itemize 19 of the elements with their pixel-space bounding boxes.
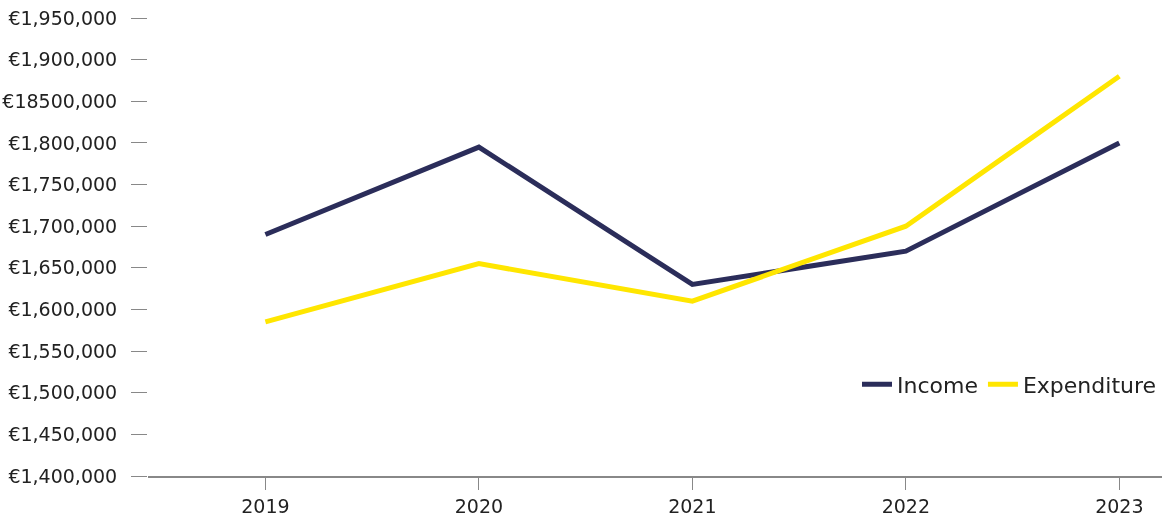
y-tick-label: €1,950,000 bbox=[8, 6, 118, 29]
legend-label: Income bbox=[897, 372, 978, 398]
legend-label: Expenditure bbox=[1022, 372, 1157, 398]
y-tick-label: €1,900,000 bbox=[8, 48, 118, 71]
x-tick-label: 2019 bbox=[241, 494, 290, 517]
y-tick-label: €1,800,000 bbox=[8, 131, 118, 154]
x-tick-label: 2023 bbox=[1095, 494, 1144, 517]
y-tick-label: €18500,000 bbox=[2, 89, 118, 112]
x-tick-label: 2022 bbox=[881, 494, 931, 517]
y-tick-label: €1,550,000 bbox=[8, 339, 118, 362]
x-tick-label: 2020 bbox=[454, 494, 504, 517]
y-tick-label: €1,700,000 bbox=[8, 214, 118, 237]
x-tick-label: 2021 bbox=[668, 494, 717, 517]
y-tick-label: €1,400,000 bbox=[8, 464, 118, 487]
y-tick-label: €1,750,000 bbox=[8, 173, 118, 196]
y-tick-label: €1,650,000 bbox=[8, 256, 118, 279]
y-tick-label: €1,600,000 bbox=[8, 298, 118, 321]
y-tick-label: €1,450,000 bbox=[8, 423, 118, 446]
y-tick-label: €1,500,000 bbox=[8, 381, 118, 404]
